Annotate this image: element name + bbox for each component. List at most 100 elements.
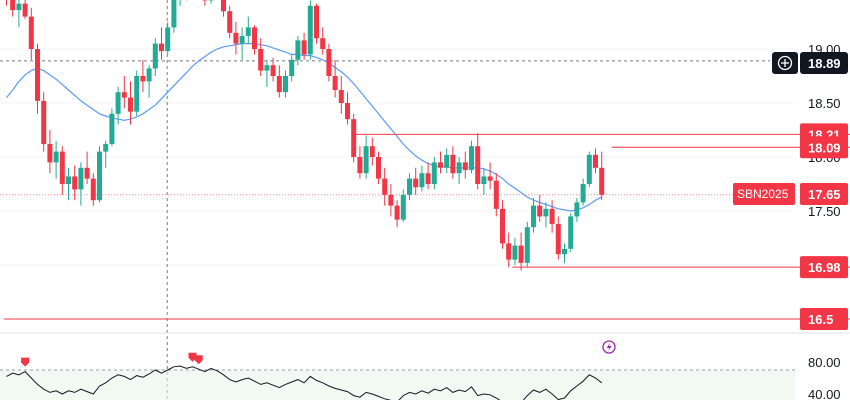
candle	[221, 0, 226, 17]
candle	[202, 0, 208, 6]
candle	[326, 43, 332, 82]
rsi-axis[interactable]: 80.00 40.00	[808, 355, 841, 400]
candle	[413, 167, 419, 195]
candle	[159, 27, 164, 60]
alert-icon[interactable]	[602, 340, 616, 354]
candle	[388, 184, 394, 217]
candle	[41, 92, 47, 152]
candle	[407, 173, 412, 201]
candle	[562, 243, 567, 263]
candle	[121, 76, 127, 109]
candle	[152, 38, 158, 76]
candle	[599, 151, 605, 201]
rsi-line	[6, 365, 603, 400]
candle	[66, 167, 71, 201]
candle	[78, 162, 84, 206]
candle	[320, 27, 326, 55]
candle	[245, 16, 251, 44]
candle	[233, 22, 239, 55]
candle	[270, 57, 276, 82]
candle	[524, 221, 530, 268]
candle	[593, 148, 598, 174]
candle	[438, 151, 443, 174]
crosshair-price-label: 18.89	[808, 56, 841, 71]
candle	[59, 146, 65, 195]
candle	[332, 59, 338, 98]
candle	[301, 32, 307, 60]
candle	[338, 76, 344, 114]
level-badge	[800, 256, 848, 279]
candle	[425, 162, 431, 190]
candle	[276, 65, 282, 98]
last-price-label: 17.65	[808, 187, 841, 202]
candle	[555, 216, 561, 260]
candle	[500, 200, 505, 249]
rsi-signal-markers[interactable]	[21, 352, 203, 367]
price-tick-label: 19.50	[808, 0, 841, 3]
candle	[586, 151, 592, 188]
candle	[115, 86, 121, 125]
candle	[543, 202, 549, 228]
candle	[47, 130, 53, 174]
candle	[537, 194, 543, 222]
candles	[6, 0, 605, 271]
level-price-label: 16.5	[808, 312, 833, 327]
candle	[84, 151, 90, 184]
candle	[146, 65, 152, 98]
candle	[462, 151, 468, 179]
level-badge	[800, 308, 848, 330]
crosshair-price-badge[interactable]: 18.89	[772, 52, 848, 74]
candle	[394, 200, 400, 228]
candle	[179, 0, 181, 6]
candle	[431, 157, 437, 190]
rsi-tick-label: 80.00	[808, 355, 841, 370]
plus-circle-icon[interactable]	[777, 55, 793, 71]
candle	[97, 146, 102, 203]
candle	[456, 157, 462, 184]
rsi-tick-label: 40.00	[808, 387, 841, 400]
candle	[475, 133, 481, 190]
candle	[258, 38, 264, 76]
candle	[568, 213, 574, 253]
grid	[0, 48, 795, 320]
level-price-label: 16.98	[808, 260, 841, 275]
level-badge	[800, 136, 848, 159]
candle	[103, 140, 109, 168]
candle	[481, 167, 487, 195]
candle	[171, 0, 177, 33]
candle	[450, 146, 456, 179]
candle	[72, 165, 78, 201]
candle	[531, 198, 536, 233]
candle	[28, 7, 34, 60]
candle	[363, 135, 369, 179]
candle	[382, 167, 388, 206]
rsi-signal-marker[interactable]	[194, 355, 203, 365]
level-price-label: 18.09	[808, 140, 841, 155]
candle	[518, 232, 524, 271]
candle	[487, 162, 493, 190]
candle	[16, 0, 22, 28]
candle	[345, 92, 350, 125]
rsi-signal-marker[interactable]	[21, 357, 30, 367]
horizontal-levels[interactable]	[4, 133, 850, 320]
candle	[165, 22, 171, 55]
symbol-price-badge[interactable]: SBN2025 17.65	[733, 183, 848, 205]
candle	[376, 151, 381, 184]
candle	[314, 3, 319, 44]
candle	[208, 0, 214, 4]
candle	[53, 140, 59, 179]
rsi-band	[0, 370, 795, 400]
candle	[506, 232, 512, 268]
candle	[512, 238, 518, 265]
price-tick-label: 18.50	[808, 96, 841, 111]
candle	[239, 27, 245, 60]
candle	[252, 25, 257, 55]
candle	[357, 146, 363, 179]
candle	[289, 54, 295, 82]
symbol-label: SBN2025	[737, 187, 789, 201]
candle	[6, 0, 7, 6]
candle	[549, 200, 555, 233]
candle	[227, 5, 233, 39]
rsi-signal-marker[interactable]	[188, 352, 197, 362]
